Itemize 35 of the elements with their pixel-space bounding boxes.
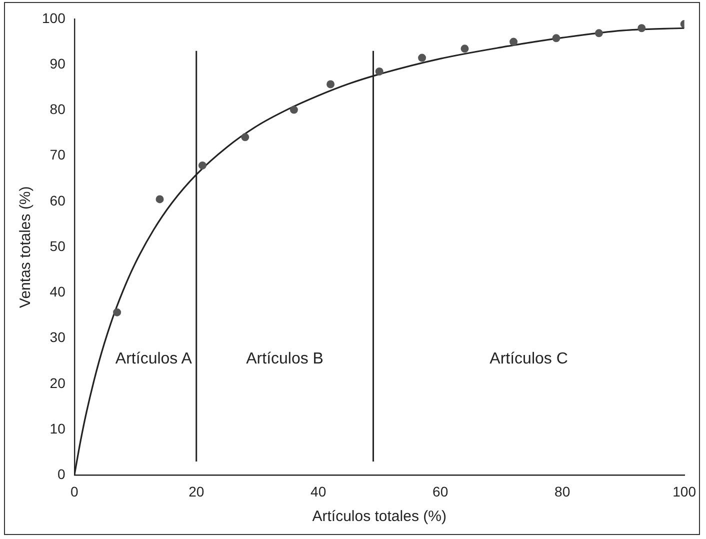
point: [375, 67, 384, 76]
y-tick-label: 0: [58, 466, 66, 482]
x-tick-label: 20: [188, 483, 204, 500]
point: [326, 80, 335, 88]
point: [156, 195, 164, 204]
point: [113, 308, 122, 316]
y-tick-label: 90: [50, 55, 66, 72]
point: [290, 106, 298, 114]
x-tick-label: 40: [310, 483, 326, 500]
point: [552, 34, 560, 42]
point: [638, 24, 646, 32]
y-tick-label: 60: [50, 192, 66, 208]
x-tick-label: 0: [70, 483, 78, 500]
x-tick-label: 100: [672, 483, 696, 500]
point: [594, 29, 603, 38]
y-tick-label: 100: [42, 10, 66, 26]
y-tick-label: 40: [50, 284, 66, 300]
point: [418, 54, 426, 62]
y-tick-label: 80: [50, 101, 66, 118]
y-tick-label: 20: [50, 374, 66, 391]
x-tick-label: 80: [554, 483, 570, 500]
point: [241, 133, 250, 142]
annotation: Artículos C: [490, 350, 568, 368]
x-axis-title: Artículos totales (%): [312, 508, 446, 526]
point: [198, 161, 206, 170]
point: [510, 38, 518, 46]
y-tick-label: 50: [50, 238, 66, 254]
y-tick-label: 30: [50, 329, 66, 346]
y-axis-title: Ventas totales (%): [17, 186, 34, 308]
annotation: Artículos A: [115, 350, 192, 368]
y-tick-label: 70: [50, 146, 66, 163]
annotation: Artículos B: [246, 350, 324, 368]
y-tick-label: 10: [50, 420, 66, 436]
x-tick-label: 60: [432, 483, 448, 500]
point: [460, 44, 469, 53]
